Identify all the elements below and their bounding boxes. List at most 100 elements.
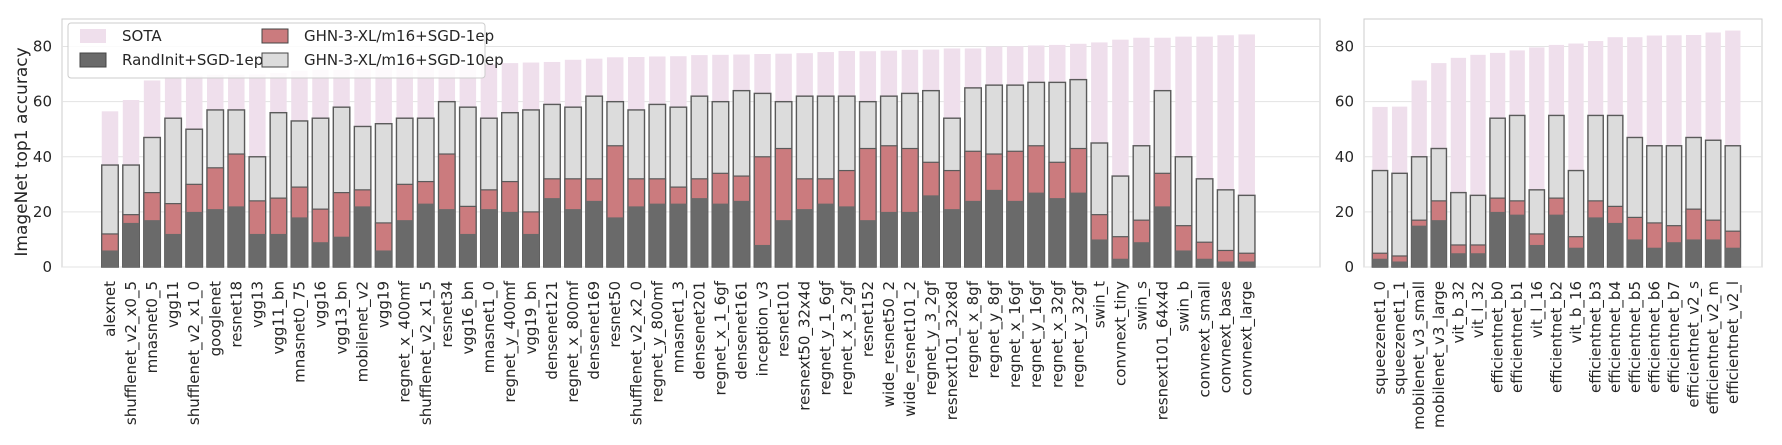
bar-randinit bbox=[1509, 214, 1525, 267]
legend-label-randinit: RandInit+SGD-1ep bbox=[122, 51, 263, 69]
bar-randinit bbox=[880, 211, 898, 267]
y-tick-label: 0 bbox=[42, 258, 52, 276]
bar-randinit bbox=[396, 220, 413, 267]
x-tick-label: vgg11 bbox=[164, 281, 182, 328]
x-tick-label: vit_b_16 bbox=[1567, 281, 1586, 344]
bar-randinit bbox=[670, 203, 687, 267]
bar-randinit bbox=[1391, 261, 1408, 267]
x-tick-label: regnet_x_800mf bbox=[564, 280, 583, 402]
bar-randinit bbox=[585, 200, 603, 267]
y-tick-label: 0 bbox=[1344, 258, 1354, 276]
bar-randinit bbox=[438, 209, 456, 267]
bar-randinit bbox=[185, 211, 203, 267]
x-tick-label: resnet101 bbox=[775, 281, 793, 357]
bar-randinit bbox=[101, 250, 119, 267]
bar-randinit bbox=[1489, 211, 1506, 267]
x-tick-label: regnet_x_1_6gf bbox=[711, 280, 730, 395]
x-tick-label: vgg16 bbox=[312, 281, 330, 328]
x-tick-label: densenet169 bbox=[585, 281, 603, 380]
x-tick-label: densenet161 bbox=[733, 281, 751, 380]
x-tick-label: alexnet bbox=[101, 281, 119, 337]
bar-randinit bbox=[1217, 261, 1234, 267]
bar-randinit bbox=[649, 203, 666, 267]
x-tick-label: mnasnet0_75 bbox=[290, 281, 309, 383]
x-tick-label: regnet_x_400mf bbox=[396, 280, 415, 402]
legend: SOTA RandInit+SGD-1ep GHN-3-XL/m16+SGD-1… bbox=[67, 22, 504, 79]
bar-randinit bbox=[691, 198, 708, 267]
y-tick-label: 20 bbox=[33, 203, 52, 221]
x-tick-label: shufflenet_v2_x2_0 bbox=[627, 281, 646, 425]
legend-label-ghn-10ep: GHN-3-XL/m16+SGD-10ep bbox=[304, 51, 504, 69]
y-tick-label: 40 bbox=[1335, 148, 1354, 166]
x-tick-label: resnext101_32x8d bbox=[943, 281, 962, 420]
bar-randinit bbox=[459, 233, 477, 267]
x-tick-label: regnet_x_8gf bbox=[964, 280, 983, 378]
bar-randinit bbox=[207, 209, 224, 267]
x-tick-label: shufflenet_v2_x1_0 bbox=[185, 281, 204, 425]
x-tick-label: mobilenet_v3_small bbox=[1410, 281, 1429, 430]
x-tick-label: swin_s bbox=[1132, 281, 1151, 330]
x-tick-label: swin_b bbox=[1175, 281, 1194, 332]
bar-randinit bbox=[228, 206, 245, 267]
bar-randinit bbox=[1568, 247, 1584, 267]
x-tick-label: shufflenet_v2_x1_5 bbox=[417, 281, 436, 425]
x-tick-label: efficientnet_b2 bbox=[1547, 281, 1566, 393]
y-axis-label: ImageNet top1 accuracy bbox=[12, 47, 32, 256]
bar-randinit bbox=[1450, 253, 1467, 267]
x-tick-label: efficientnet_b5 bbox=[1626, 281, 1645, 393]
bar-randinit bbox=[333, 236, 350, 267]
x-tick-label: regnet_y_32gf bbox=[1069, 280, 1088, 388]
bar-randinit bbox=[1154, 206, 1171, 267]
x-tick-label: vgg19 bbox=[375, 281, 393, 328]
y-tick-label: 60 bbox=[33, 93, 52, 111]
x-tick-label: vit_l_16 bbox=[1528, 281, 1547, 338]
bar-randinit bbox=[901, 211, 919, 267]
x-tick-label: resnext50_32x4d bbox=[796, 281, 815, 411]
bar-randinit bbox=[943, 209, 961, 267]
bar-randinit bbox=[985, 189, 1003, 267]
bar-randinit bbox=[1049, 198, 1066, 267]
x-tick-label: regnet_x_32gf bbox=[1048, 280, 1067, 388]
x-tick-label: densenet201 bbox=[690, 281, 708, 380]
x-tick-label: mnasnet1_3 bbox=[669, 281, 688, 373]
x-tick-label: efficientnet_b4 bbox=[1606, 281, 1625, 393]
x-tick-label: vgg11_bn bbox=[269, 281, 288, 355]
bar-randinit bbox=[1133, 242, 1150, 267]
legend-swatch-ghn-10ep bbox=[261, 52, 289, 68]
bar-randinit bbox=[249, 233, 266, 267]
bar-randinit bbox=[1666, 242, 1682, 267]
x-tick-label: resnext101_64x4d bbox=[1154, 281, 1173, 420]
x-tick-label: swin_t bbox=[1090, 281, 1109, 328]
x-tick-label: vgg16_bn bbox=[459, 281, 478, 355]
bar-randinit bbox=[164, 233, 182, 267]
x-tick-label: vgg19_bn bbox=[522, 281, 541, 355]
bar-randinit bbox=[1372, 258, 1388, 267]
bar-randinit bbox=[543, 198, 561, 267]
x-tick-label: efficientnet_b3 bbox=[1587, 281, 1606, 393]
x-tick-label: regnet_y_16gf bbox=[1027, 280, 1046, 388]
bar-randinit bbox=[1627, 239, 1643, 267]
bar-randinit bbox=[1091, 239, 1108, 267]
bar-randinit bbox=[122, 222, 140, 267]
bar-randinit bbox=[1587, 217, 1604, 267]
bar-randinit bbox=[354, 206, 371, 267]
legend-label-ghn-1ep: GHN-3-XL/m16+SGD-1ep bbox=[304, 27, 494, 45]
bar-ghn-10ep bbox=[1371, 169, 1389, 268]
x-tick-label: shufflenet_v2_x0_5 bbox=[122, 281, 141, 425]
x-tick-label: convnext_base bbox=[1217, 281, 1236, 393]
x-tick-label: convnext_tiny bbox=[1111, 281, 1130, 386]
x-tick-label: regnet_x_16gf bbox=[1006, 280, 1025, 388]
bar-randinit bbox=[1725, 247, 1741, 267]
bar-randinit bbox=[628, 206, 645, 267]
bar-randinit bbox=[1112, 258, 1129, 267]
bar-randinit bbox=[1027, 192, 1045, 267]
bar-randinit bbox=[564, 209, 582, 267]
x-tick-label: vit_b_32 bbox=[1449, 281, 1468, 344]
bar-randinit bbox=[1175, 250, 1192, 267]
bar-randinit bbox=[1548, 214, 1565, 267]
bar-randinit bbox=[1685, 239, 1702, 267]
bar-randinit bbox=[501, 211, 519, 267]
bar-randinit bbox=[1196, 258, 1213, 267]
